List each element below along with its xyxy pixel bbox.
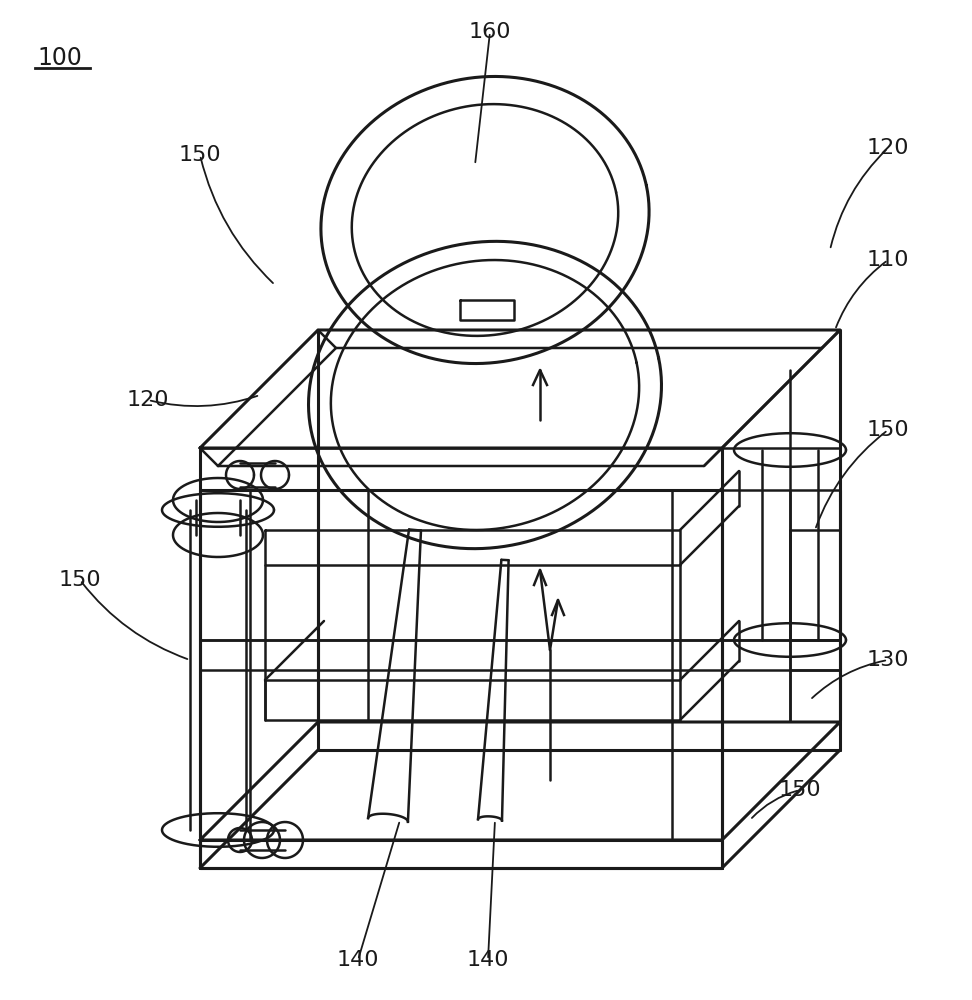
Text: 110: 110 xyxy=(867,250,909,270)
Text: 150: 150 xyxy=(179,145,222,165)
Text: 150: 150 xyxy=(867,420,910,440)
Text: 140: 140 xyxy=(336,950,379,970)
Text: 100: 100 xyxy=(38,46,83,70)
Text: 160: 160 xyxy=(469,22,511,42)
Text: 150: 150 xyxy=(58,570,101,590)
Text: 140: 140 xyxy=(467,950,509,970)
Text: 150: 150 xyxy=(779,780,821,800)
Text: 120: 120 xyxy=(867,138,909,158)
Text: 130: 130 xyxy=(867,650,909,670)
Text: 120: 120 xyxy=(126,390,169,410)
